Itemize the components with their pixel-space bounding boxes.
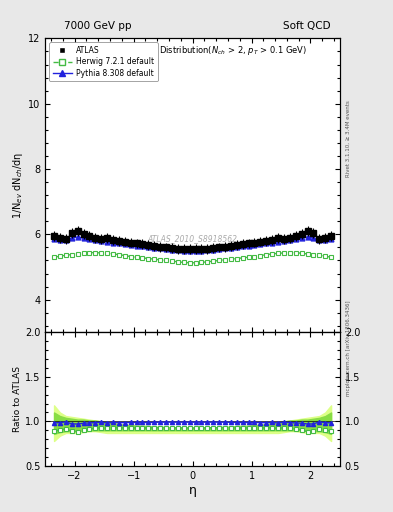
X-axis label: η: η xyxy=(189,483,196,497)
Text: ATLAS_2010_S8918562: ATLAS_2010_S8918562 xyxy=(147,234,238,243)
Y-axis label: 1/N$_{ev}$ dN$_{ch}$/dη: 1/N$_{ev}$ dN$_{ch}$/dη xyxy=(11,152,25,219)
Y-axis label: Ratio to ATLAS: Ratio to ATLAS xyxy=(13,366,22,432)
Text: Soft QCD: Soft QCD xyxy=(283,20,331,31)
Text: mcplots.cern.ch [arXiv:1306.3436]: mcplots.cern.ch [arXiv:1306.3436] xyxy=(346,301,351,396)
Legend: ATLAS, Herwig 7.2.1 default, Pythia 8.308 default: ATLAS, Herwig 7.2.1 default, Pythia 8.30… xyxy=(49,42,158,81)
Text: 7000 GeV pp: 7000 GeV pp xyxy=(64,20,132,31)
Text: Rivet 3.1.10, ≥ 3.4M events: Rivet 3.1.10, ≥ 3.4M events xyxy=(346,100,351,177)
Text: Charged Particle $\eta$ Distribution($N_{ch}$ > 2, $p_{T}$ > 0.1 GeV): Charged Particle $\eta$ Distribution($N_… xyxy=(79,44,307,57)
